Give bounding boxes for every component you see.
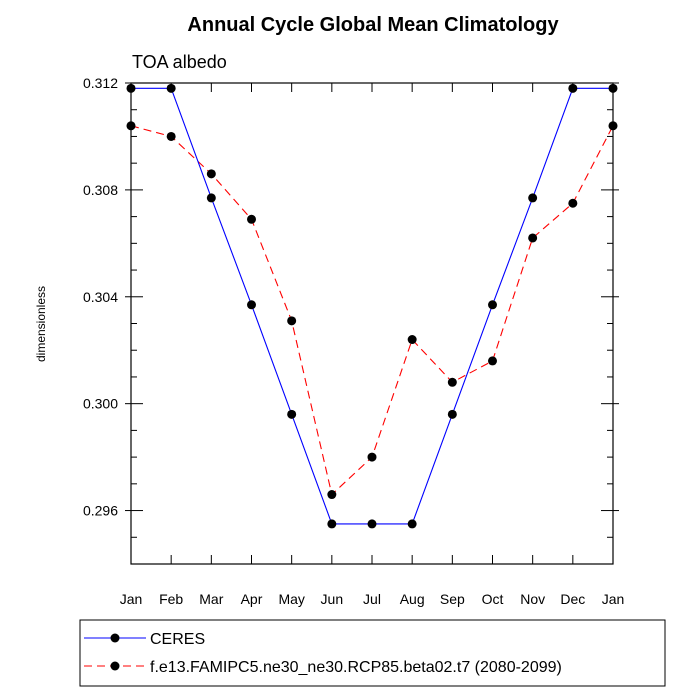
series-1 <box>126 121 618 500</box>
y-tick-label: 0.296 <box>83 503 118 519</box>
y-tick-label: 0.300 <box>83 396 118 412</box>
data-point <box>488 356 497 366</box>
x-tick-label: Dec <box>560 591 585 607</box>
legend-entry: CERES <box>84 631 205 648</box>
legend-marker <box>110 633 120 643</box>
y-tick-label: 0.304 <box>83 289 118 305</box>
data-point <box>528 233 538 243</box>
chart-subtitle: TOA albedo <box>132 52 227 72</box>
data-point <box>126 83 136 93</box>
series-0 <box>126 83 618 529</box>
data-point <box>447 409 457 419</box>
legend-label: CERES <box>150 631 205 648</box>
data-point <box>247 214 256 224</box>
x-tick-label: Jul <box>363 591 381 607</box>
data-point <box>568 198 578 208</box>
data-point <box>488 300 497 310</box>
x-tick-label: Nov <box>520 591 545 607</box>
data-point <box>166 131 176 141</box>
data-point <box>247 300 256 310</box>
data-point <box>206 193 216 203</box>
data-point <box>327 490 337 500</box>
x-tick-label: Aug <box>400 591 425 607</box>
data-point <box>367 519 377 529</box>
data-point <box>407 335 417 345</box>
data-point <box>608 121 618 131</box>
data-point <box>367 452 377 462</box>
x-tick-label: Sep <box>440 591 465 607</box>
data-point <box>166 83 176 93</box>
data-point <box>608 83 618 93</box>
data-point <box>206 169 216 179</box>
x-tick-label: May <box>278 591 304 607</box>
legend: CERES f.e13.FAMIPC5.ne30_ne30.RCP85.beta0… <box>79 619 666 687</box>
x-tick-label: Jun <box>321 591 344 607</box>
x-tick-label: Feb <box>159 591 183 607</box>
y-tick-label: 0.312 <box>83 75 118 91</box>
data-point <box>287 409 297 419</box>
y-axis-label: dimensionless <box>34 286 48 362</box>
tick-labels: Jan Feb Mar Apr May Jun Jul Aug Sep Oct Nov Dec Jan 0… <box>83 75 624 607</box>
plot-frame <box>130 82 614 565</box>
data-point <box>327 519 337 529</box>
legend-marker <box>110 661 120 671</box>
data-point <box>287 316 297 326</box>
x-tick-label: Jan <box>602 591 625 607</box>
x-tick-label: Oct <box>482 591 504 607</box>
data-point <box>126 121 136 131</box>
axis-ticks <box>125 82 619 565</box>
x-tick-label: Mar <box>199 591 223 607</box>
data-point <box>528 193 538 203</box>
x-tick-label: Apr <box>241 591 263 607</box>
data-point <box>568 83 578 93</box>
data-point <box>407 519 417 529</box>
legend-entry: f.e13.FAMIPC5.ne30_ne30.RCP85.beta02.t7 … <box>84 659 562 676</box>
y-tick-label: 0.308 <box>83 182 118 198</box>
chart-title: Annual Cycle Global Mean Climatology <box>187 14 559 36</box>
x-tick-label: Jan <box>120 591 143 607</box>
data-point <box>447 377 457 387</box>
legend-label: f.e13.FAMIPC5.ne30_ne30.RCP85.beta02.t7 … <box>150 659 562 676</box>
series-line <box>130 125 614 496</box>
series-layer <box>126 83 618 529</box>
legend-box <box>79 619 666 687</box>
